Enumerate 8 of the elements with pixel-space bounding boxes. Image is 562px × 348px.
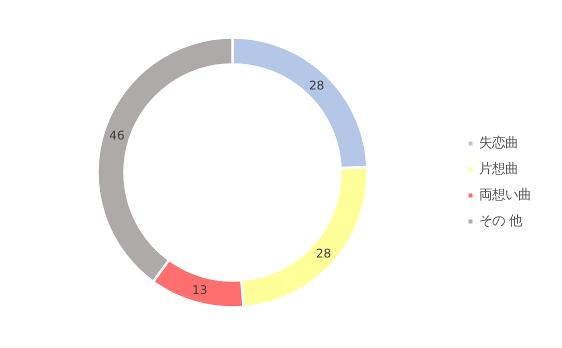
- data-label: 28: [316, 246, 332, 260]
- legend-label: 両想い曲: [479, 186, 531, 204]
- data-label: 13: [192, 282, 208, 297]
- legend-label: 失恋曲: [479, 134, 518, 152]
- legend-label: その 他: [479, 213, 522, 230]
- legend-label: 片想曲: [479, 160, 518, 178]
- data-label: 46: [109, 128, 125, 142]
- data-label: 28: [309, 78, 324, 92]
